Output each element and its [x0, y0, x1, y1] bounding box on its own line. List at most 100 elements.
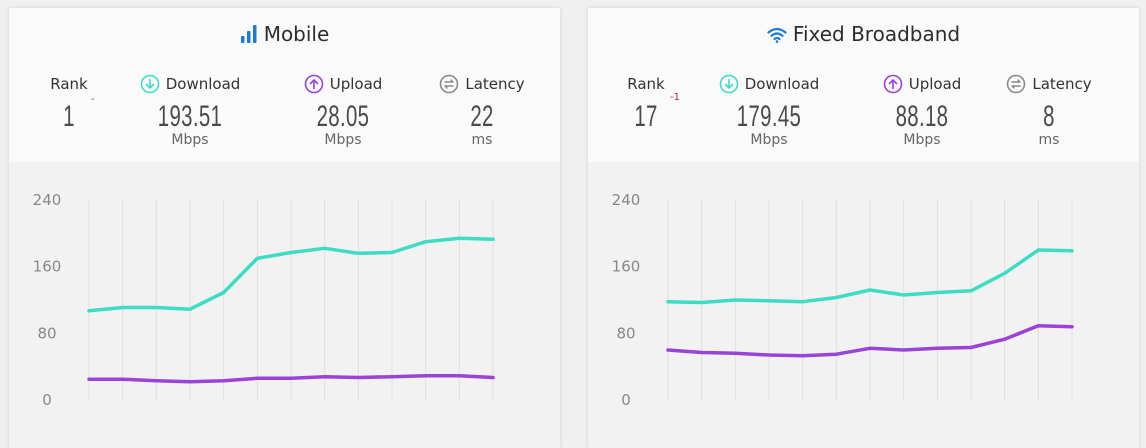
download-point [87, 309, 91, 313]
upload-point [491, 376, 495, 379]
fixed-broadband-panel: Fixed Broadband Rank 17 -1 Download 179.… [588, 8, 1139, 448]
download-value: 193.51 [157, 100, 223, 133]
download-point [666, 300, 670, 304]
upload-point [87, 377, 91, 381]
download-point [154, 306, 158, 309]
download-point [834, 296, 838, 299]
download-value: 179.45 [736, 100, 802, 133]
rank-change: - [91, 94, 95, 105]
upload-point [424, 374, 428, 378]
upload-point [457, 374, 461, 378]
latency-metric: Latency 22 ms [427, 74, 537, 148]
download-point [188, 307, 192, 311]
upload-point [733, 351, 737, 355]
y-tick-label: 160 [33, 258, 62, 276]
mobile-speed-chart: 0 80 160 240 [33, 191, 495, 409]
y-tick-label: 80 [37, 324, 56, 342]
download-point [121, 306, 125, 309]
download-point [390, 251, 394, 254]
download-label: Download [744, 75, 820, 93]
upload-value: 28.05 [316, 100, 370, 133]
latency-value: 8 [1043, 100, 1055, 133]
download-icon [140, 74, 160, 94]
upload-point [1036, 324, 1040, 328]
latency-icon [1007, 74, 1026, 94]
download-label: Download [165, 75, 241, 93]
upload-point [188, 380, 192, 384]
panel-header: Mobile Rank 1 - Download 193.51 Mbps Upl [9, 8, 560, 162]
upload-label: Upload [329, 75, 383, 93]
latency-unit: ms [1038, 132, 1060, 148]
upload-point [834, 352, 838, 356]
latency-metric: Latency 8 ms [994, 74, 1104, 148]
upload-unit: Mbps [324, 132, 362, 148]
download-point [255, 256, 259, 260]
download-unit: Mbps [171, 132, 209, 148]
panel-title: Mobile [9, 22, 560, 46]
panel-title: Fixed Broadband [588, 22, 1139, 46]
download-point [491, 237, 495, 241]
upload-point [1003, 337, 1007, 341]
y-tick-label: 80 [616, 324, 635, 342]
upload-point [767, 353, 771, 357]
download-point [733, 298, 737, 302]
download-icon [719, 74, 739, 94]
panel-header: Fixed Broadband Rank 17 -1 Download 179.… [588, 8, 1139, 162]
upload-point [969, 346, 973, 349]
upload-point [255, 376, 259, 380]
download-point [289, 251, 293, 254]
y-tick-label: 240 [33, 191, 62, 209]
y-tick-label: 0 [621, 391, 631, 409]
signal-bars-icon [240, 25, 257, 43]
upload-metric: Upload 88.18 Mbps [872, 74, 972, 148]
upload-point [154, 379, 158, 383]
download-point [801, 300, 805, 304]
upload-point [902, 348, 906, 352]
panel-title-text: Fixed Broadband [792, 22, 961, 46]
upload-point [390, 375, 394, 379]
upload-point [356, 376, 360, 379]
upload-point [935, 346, 939, 350]
upload-unit: Mbps [903, 132, 941, 148]
download-metric: Download 179.45 Mbps [714, 74, 824, 148]
download-point [767, 299, 771, 303]
download-unit: Mbps [750, 132, 788, 148]
panel-title-text: Mobile [263, 22, 330, 46]
download-point [1070, 249, 1074, 253]
rank-value: 1 [63, 100, 75, 133]
upload-metric: Upload 28.05 Mbps [293, 74, 393, 148]
download-point [1003, 271, 1007, 275]
upload-icon [883, 74, 903, 94]
y-tick-label: 0 [42, 391, 52, 409]
fixed-broadband-speed-chart: 0 80 160 240 [612, 191, 1074, 409]
download-point [935, 291, 939, 294]
download-point [868, 288, 872, 292]
download-point [424, 240, 428, 244]
download-point [457, 236, 461, 240]
upload-point [222, 379, 226, 383]
download-point [1036, 248, 1040, 252]
upload-point [323, 375, 327, 379]
upload-point [700, 351, 704, 354]
download-metric: Download 193.51 Mbps [135, 74, 245, 148]
upload-label: Upload [908, 75, 962, 93]
upload-point [289, 376, 293, 380]
upload-value: 88.18 [895, 100, 949, 133]
latency-label: Latency [1032, 75, 1092, 93]
rank-label: Rank [627, 75, 665, 93]
download-point [902, 293, 906, 297]
rank-metric: Rank 1 [49, 74, 89, 132]
y-tick-label: 160 [612, 258, 641, 276]
latency-label: Latency [465, 75, 525, 93]
upload-point [1070, 325, 1074, 329]
mobile-panel: Mobile Rank 1 - Download 193.51 Mbps Upl [9, 8, 560, 448]
upload-icon [304, 74, 324, 94]
y-tick-label: 240 [612, 191, 641, 209]
download-point [700, 301, 704, 304]
upload-point [121, 377, 125, 381]
latency-icon [440, 74, 459, 94]
upload-point [801, 354, 805, 358]
rank-label: Rank [50, 75, 88, 93]
rank-metric: Rank 17 [626, 74, 666, 132]
upload-point [868, 346, 872, 350]
